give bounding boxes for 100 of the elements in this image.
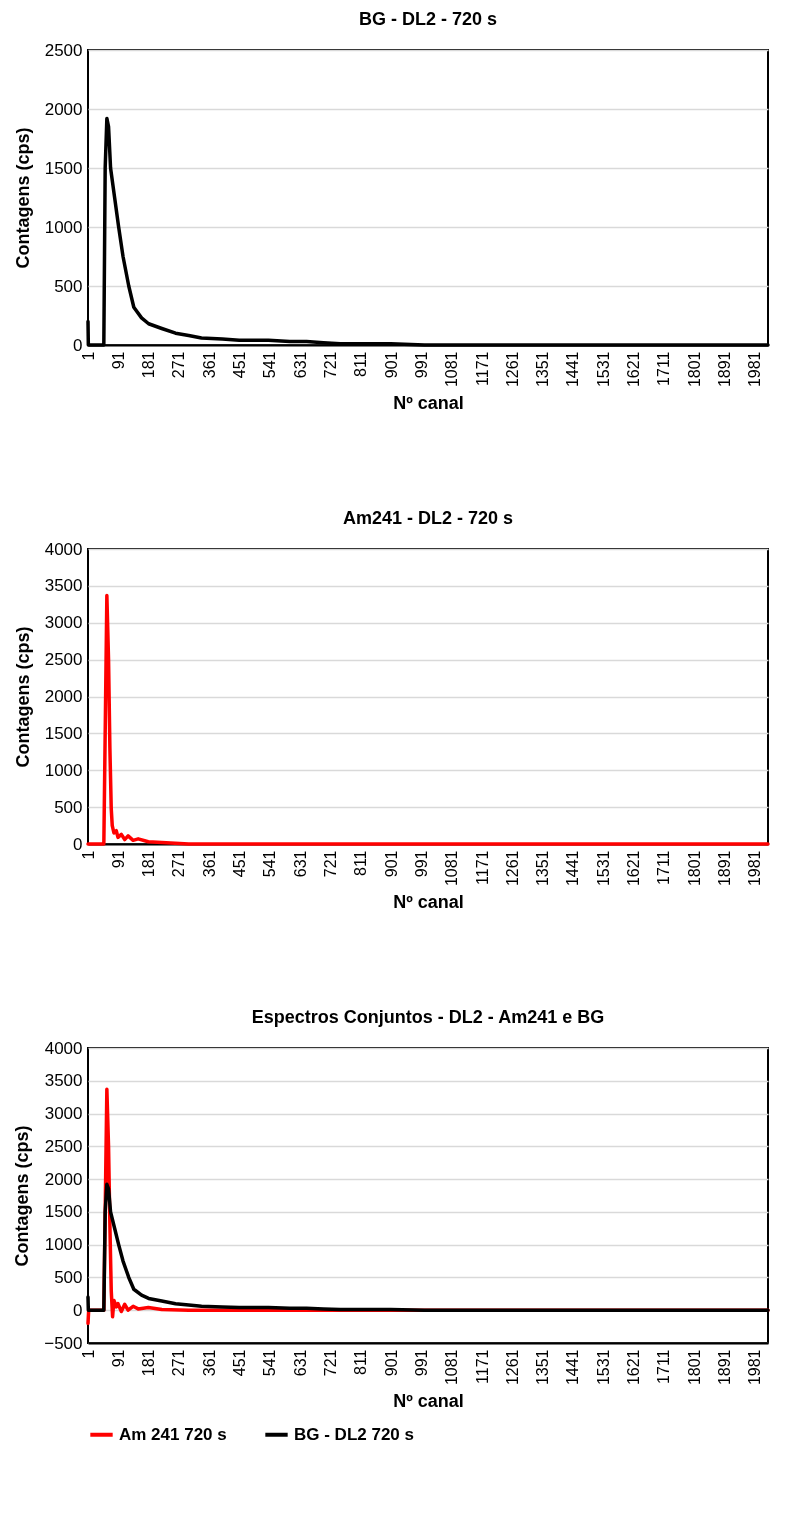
x-tick-label: 991 [412, 1349, 430, 1377]
x-tick-label: 901 [382, 351, 400, 379]
x-tick-label: 1261 [503, 1349, 521, 1386]
y-axis-title: Contagens (cps) [12, 626, 33, 768]
x-tick-label: 1531 [594, 850, 612, 887]
x-tick-label: 1981 [746, 850, 764, 887]
x-tick-label: 91 [109, 351, 127, 370]
line-series [86, 593, 770, 846]
x-tick-label: 811 [352, 351, 370, 378]
x-tick-label: 1171 [473, 1349, 491, 1384]
x-tick-label: 361 [200, 1349, 218, 1377]
x-axis-title: Nº canal [393, 393, 464, 414]
x-axis-title: Nº canal [393, 1391, 464, 1412]
y-tick-label: 1000 [44, 760, 83, 780]
y-tick-label: 3500 [44, 1071, 83, 1091]
x-tick-label: 451 [231, 1349, 249, 1377]
y-tick-label: 3000 [44, 1104, 83, 1124]
y-axis-title: Contagens (cps) [12, 1125, 33, 1267]
y-tick-label: 2500 [44, 1136, 83, 1156]
y-tick-label: 1500 [44, 158, 83, 178]
x-tick-label: 1981 [746, 1349, 764, 1386]
x-tick-label: 1711 [655, 850, 673, 885]
y-tick-label: 1500 [44, 1202, 83, 1222]
x-tick-label: 631 [291, 1349, 309, 1377]
y-tick-label: 1000 [44, 1235, 83, 1255]
y-tick-label: 500 [54, 1267, 83, 1287]
x-tick-label: 361 [200, 850, 218, 878]
x-tick-label: 1351 [534, 351, 552, 388]
x-tick-label: 271 [170, 850, 188, 878]
y-tick-label: 0 [73, 1300, 83, 1320]
x-tick-label: 631 [291, 351, 309, 379]
x-tick-label: 271 [170, 1349, 188, 1377]
chart-title: BG - DL2 - 720 s [358, 9, 498, 29]
x-tick-label: 1081 [443, 1349, 461, 1386]
x-tick-label: 1531 [594, 1349, 612, 1386]
x-tick-label: 91 [109, 1349, 127, 1368]
x-tick-label: 1711 [655, 351, 673, 386]
x-tick-label: 1621 [625, 1349, 643, 1386]
x-tick-label: 1801 [685, 1349, 703, 1386]
legend-label: BG - DL2 720 s [294, 1424, 414, 1444]
x-tick-label: 1351 [534, 1349, 552, 1386]
x-tick-label: 1891 [716, 1349, 734, 1386]
x-tick-label: 1081 [443, 351, 461, 388]
x-tick-label: 541 [261, 351, 279, 379]
x-tick-label: 811 [352, 850, 370, 877]
x-tick-label: 721 [322, 1349, 339, 1377]
x-tick-label: 271 [170, 351, 188, 379]
x-tick-label: 1351 [534, 850, 552, 887]
x-tick-label: 1981 [746, 351, 764, 388]
x-tick-label: 1891 [716, 351, 734, 388]
x-tick-label: 631 [291, 850, 309, 878]
chart-title: Am241 - DL2 - 720 s [342, 508, 514, 528]
y-tick-label: 4000 [44, 539, 83, 559]
x-tick-label: 1531 [594, 351, 612, 388]
x-tick-label: 721 [322, 351, 339, 379]
x-tick-label: 541 [261, 1349, 279, 1377]
y-tick-label: 2000 [44, 1169, 83, 1189]
x-tick-label: 1081 [443, 850, 461, 887]
x-tick-label: 91 [109, 850, 127, 869]
legend-label: Am 241 720 s [119, 1424, 227, 1444]
x-tick-label: 991 [412, 850, 430, 878]
x-tick-label: 1801 [685, 351, 703, 388]
x-tick-label: 1621 [625, 351, 643, 388]
x-tick-label: 451 [231, 850, 249, 878]
y-tick-label: 2500 [44, 40, 83, 60]
x-tick-label: 901 [382, 1349, 400, 1377]
x-tick-label: 1171 [473, 351, 491, 386]
x-tick-label: 1261 [503, 351, 521, 388]
x-tick-label: 361 [200, 351, 218, 379]
x-tick-label: 451 [231, 351, 249, 379]
x-tick-label: 811 [352, 1349, 370, 1376]
x-axis-title: Nº canal [393, 892, 464, 913]
x-tick-label: 1711 [655, 1349, 673, 1384]
y-tick-label: 2000 [44, 99, 83, 119]
x-tick-label: 901 [382, 850, 400, 878]
y-tick-label: 500 [54, 276, 83, 296]
x-tick-label: 1441 [564, 850, 582, 887]
y-tick-label: 3500 [44, 576, 83, 596]
y-axis-title: Contagens (cps) [12, 127, 33, 269]
x-tick-label: 1801 [685, 850, 703, 887]
chart-title: Espectros Conjuntos - DL2 - Am241 e BG [251, 1007, 605, 1027]
x-tick-label: 181 [140, 850, 158, 878]
y-tick-label: 2000 [44, 687, 83, 706]
x-tick-label: 1261 [503, 850, 521, 887]
x-tick-label: 181 [140, 1349, 158, 1377]
y-tick-label: 2500 [44, 650, 83, 670]
x-tick-label: 1441 [564, 351, 582, 388]
x-tick-label: 541 [261, 850, 279, 878]
y-tick-label: 500 [54, 797, 83, 817]
x-tick-label: 181 [140, 351, 158, 379]
x-tick-label: 1441 [564, 1349, 582, 1386]
y-tick-label: 1500 [44, 723, 83, 743]
x-tick-label: 991 [412, 351, 430, 379]
x-tick-label: 721 [322, 850, 339, 878]
y-tick-label: 4000 [44, 1038, 83, 1058]
x-tick-label: 1621 [625, 850, 643, 887]
x-tick-label: 1171 [473, 850, 491, 885]
x-tick-label: 1891 [716, 850, 734, 887]
y-tick-label: 1000 [44, 217, 83, 237]
y-tick-label: 3000 [44, 613, 83, 633]
